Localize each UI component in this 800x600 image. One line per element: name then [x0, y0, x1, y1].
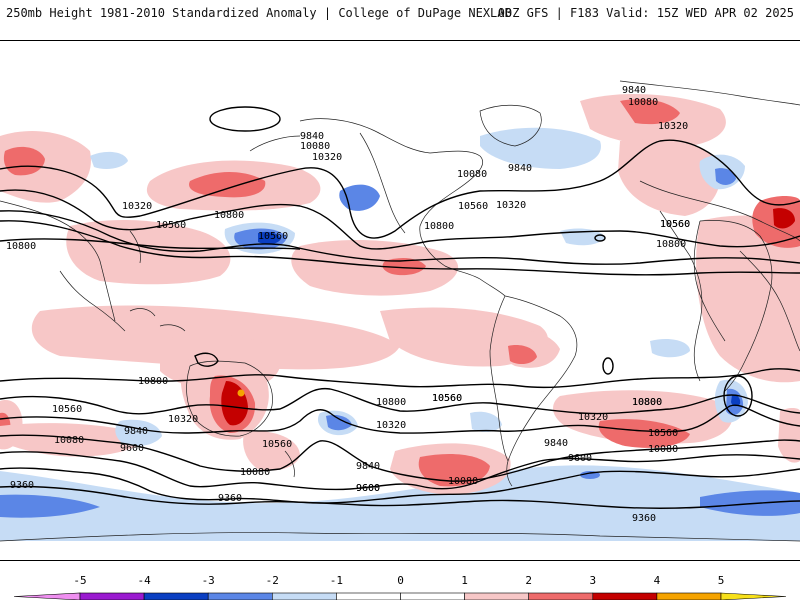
contour-label: 10320	[122, 201, 152, 212]
colorbar-tick-label: -5	[73, 574, 87, 587]
contour-label: 9360	[218, 493, 242, 504]
colorbar-segment	[79, 592, 145, 600]
contour-label: 10320	[168, 414, 198, 425]
contour-label: 10320	[496, 200, 526, 211]
contour-label: 10080	[457, 169, 487, 180]
contour-label: 10560	[648, 428, 678, 439]
colorbar: -5 -4 -3 -2 -1 0 1 2 3 4 5	[0, 560, 800, 600]
contour-label: 10080	[628, 97, 658, 108]
contour-label: 10320	[312, 152, 342, 163]
contour-label: 10800	[656, 239, 686, 250]
colorbar-segment	[13, 592, 81, 600]
contour-label: 10800	[424, 221, 454, 232]
colorbar-tick-label: 5	[717, 574, 725, 587]
colorbar-tick-label: 2	[525, 574, 532, 587]
colorbar-tick-label: 0	[397, 574, 404, 587]
contour-label: 9840	[508, 163, 532, 174]
contour-label: 10560	[660, 219, 690, 230]
model-valid-time: 00Z GFS | F183 Valid: 15Z WED APR 02 202…	[497, 6, 794, 20]
contour-label: 10800	[632, 397, 662, 408]
contour-label: 9600	[356, 483, 380, 494]
contour-label: 10080	[648, 444, 678, 455]
contour-label: 10080	[448, 476, 478, 487]
colorbar-graphic	[13, 592, 787, 600]
contour-label: 10800	[6, 241, 36, 252]
anomaly-map: 9840 10080 10320 9840 10080 10320 9840 1…	[0, 40, 800, 561]
contour-label: 9840	[124, 426, 148, 437]
colorbar-tick-label: -2	[265, 574, 279, 587]
contour-label: 10800	[376, 397, 406, 408]
contour-label: 10560	[52, 404, 82, 415]
colorbar-tick-label: -1	[329, 574, 344, 587]
contour-label: 10560	[156, 220, 186, 231]
contour-label: 9840	[622, 85, 646, 96]
colorbar-segment	[720, 592, 787, 600]
contour-label: 9600	[120, 443, 144, 454]
colorbar-segment	[656, 592, 722, 600]
height-contours	[0, 106, 800, 509]
colorbar-segment	[271, 592, 337, 600]
colorbar-tick-label: 4	[653, 574, 661, 587]
colorbar-segment	[400, 592, 465, 600]
contour-label: 9840	[356, 461, 380, 472]
colorbar-tick-label: 1	[461, 574, 468, 587]
contour-labels: 9840 10080 10320 9840 10080 10320 9840 1…	[6, 85, 690, 524]
contour-label: 10560	[660, 219, 690, 230]
colorbar-segment	[336, 592, 401, 600]
contour-label: 10560	[432, 393, 462, 404]
contour-label: 9600	[568, 453, 592, 464]
contour-label: 9840	[300, 131, 324, 142]
colorbar-segment	[143, 592, 209, 600]
colorbar-tick-label: -4	[137, 574, 151, 587]
contour-label: 9840	[544, 438, 568, 449]
contour-label: 9360	[632, 513, 656, 524]
contour-label: 9360	[10, 480, 34, 491]
positive-anomalies	[0, 94, 800, 495]
contour-label: 10800	[214, 210, 244, 221]
contour-label: 10560	[458, 201, 488, 212]
contour-label: 10800	[138, 376, 168, 387]
contour-label: 10320	[578, 412, 608, 423]
contour-label: 10560	[432, 393, 462, 404]
contour-label: 10320	[658, 121, 688, 132]
contour-label: 10560	[258, 231, 288, 242]
colorbar-tick-label: 3	[589, 574, 597, 587]
contour-label: 9600	[356, 483, 380, 494]
colorbar-tick-label: -3	[201, 574, 215, 587]
contour-label: 10320	[376, 420, 406, 431]
contour-label: 10080	[54, 435, 84, 446]
colorbar-segment	[528, 592, 594, 600]
map-title: 250mb Height 1981-2010 Standardized Anom…	[6, 6, 512, 20]
contour-label: 10080	[300, 141, 330, 152]
contour-label: 10560	[262, 439, 292, 450]
contour-label: 10080	[240, 467, 270, 478]
contour-label: 10800	[632, 397, 662, 408]
colorbar-segment	[464, 592, 530, 600]
colorbar-segment	[207, 592, 273, 600]
colorbar-segment	[592, 592, 658, 600]
